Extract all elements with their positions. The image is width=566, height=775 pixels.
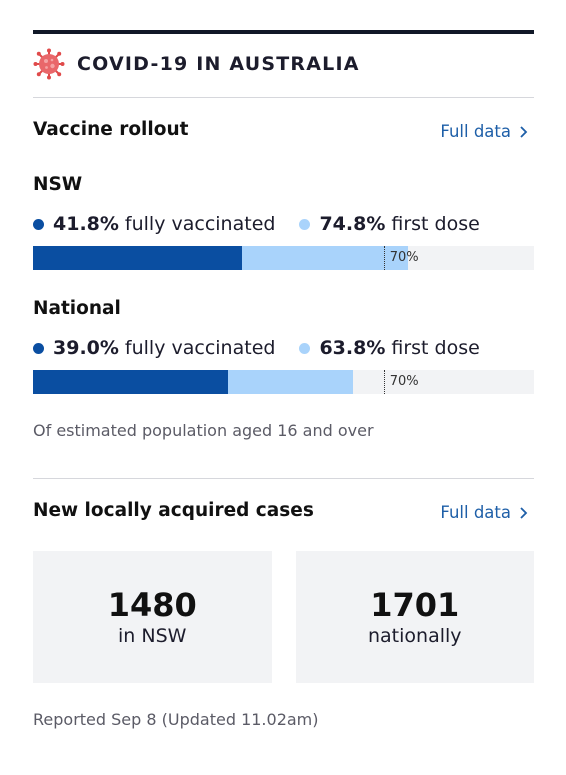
vaccine-rollout-title: Vaccine rollout [33,119,189,140]
legend-fully-vaccinated: 41.8% fully vaccinated [33,213,275,235]
target-label: 70% [389,250,419,265]
reported-timestamp: Reported Sep 8 (Updated 11.02am) [33,710,319,729]
target-marker [383,246,385,270]
full-data-label: Full data [440,503,511,522]
dot-fully-icon [33,342,44,354]
region-title-national: National [33,298,121,319]
chevron-right-icon [520,506,528,519]
first-label: first dose [391,213,480,235]
widget-title: COVID-19 IN AUSTRALIA [77,53,360,75]
chevron-right-icon [520,125,528,138]
fully-label: fully vaccinated [124,213,276,235]
dot-first-icon [299,342,311,354]
case-number: 1701 [370,585,460,624]
cases-title: New locally acquired cases [33,500,314,521]
fully-value: 39.0% [53,337,119,359]
region-title-nsw: NSW [33,174,83,195]
target-marker [383,370,385,394]
divider [33,478,534,479]
case-label: nationally [367,625,462,648]
first-value: 63.8% [319,337,386,359]
dot-fully-icon [33,218,44,230]
full-data-label: Full data [440,122,511,141]
fully-vaccinated-fill [33,370,229,394]
progress-bar-national: 70% [33,370,534,394]
case-label: in NSW [118,625,187,648]
case-box-national: 1701 nationally [295,551,534,683]
progress-bar-nsw: 70% [33,246,534,270]
dot-first-icon [299,218,311,230]
vaccine-full-data-link[interactable]: Full data [440,122,528,141]
case-box-nsw: 1480 in NSW [33,551,272,683]
population-note: Of estimated population aged 16 and over [33,421,374,440]
divider [33,97,534,98]
case-number: 1480 [107,585,197,624]
widget-header: COVID-19 IN AUSTRALIA [33,44,534,84]
target-label: 70% [389,374,419,389]
legend-first-dose: 74.8% first dose [299,213,480,235]
legend-first-dose: 63.8% first dose [299,337,480,359]
top-rule [33,30,534,34]
legend-fully-vaccinated: 39.0% fully vaccinated [33,337,275,359]
cases-full-data-link[interactable]: Full data [440,503,528,522]
first-value: 74.8% [319,213,386,235]
virus-icon [33,48,65,80]
case-stats: 1480 in NSW 1701 nationally [33,551,534,683]
fully-label: fully vaccinated [124,337,276,359]
first-label: first dose [391,337,480,359]
legend-national: 39.0% fully vaccinated 63.8% first dose [33,337,480,359]
fully-value: 41.8% [53,213,119,235]
fully-vaccinated-fill [33,246,243,270]
legend-nsw: 41.8% fully vaccinated 74.8% first dose [33,213,480,235]
